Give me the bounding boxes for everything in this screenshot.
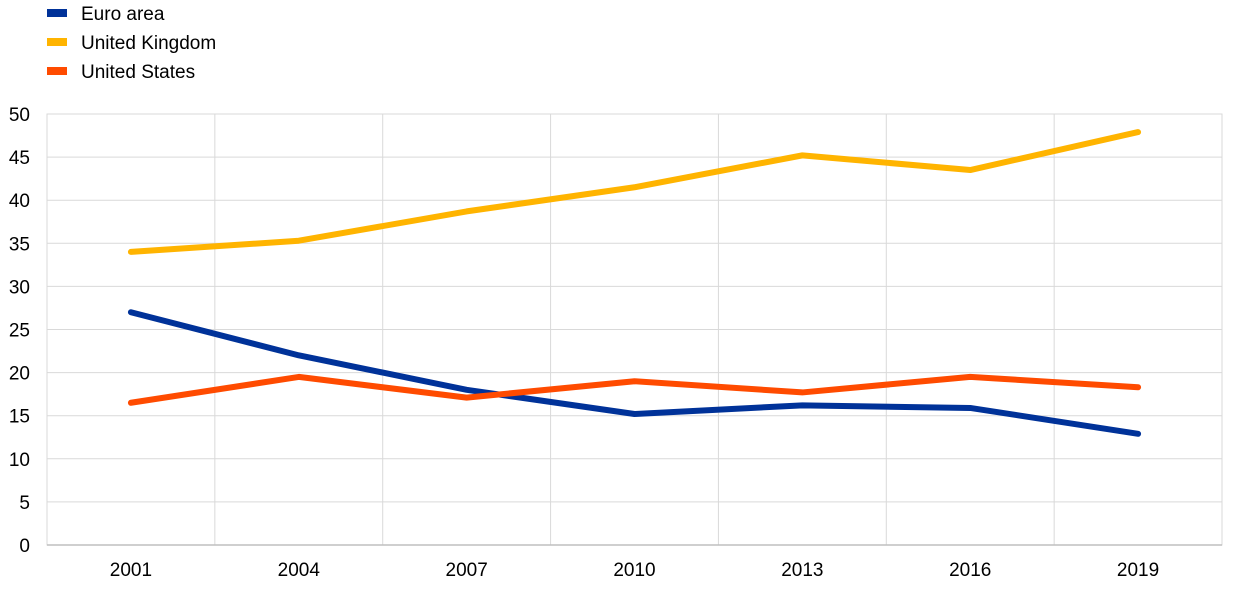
legend: Euro area United Kingdom United States: [47, 4, 216, 83]
grid: [46, 113, 1223, 546]
x-tick-label: 2019: [1117, 560, 1159, 581]
y-tick-label: 5: [19, 493, 30, 514]
y-tick-label: 35: [9, 234, 30, 255]
series-line-euro-area: [127, 309, 1142, 437]
x-tick-label: 2016: [949, 560, 991, 581]
y-tick-label: 50: [9, 105, 30, 126]
x-tick-label: 2004: [278, 560, 321, 581]
legend-label: United States: [81, 62, 195, 83]
x-axis: 2001 2004 2007 2010 2013 2016 2019: [110, 560, 1159, 581]
series-line-united-states: [127, 373, 1142, 406]
legend-swatch: [47, 9, 67, 17]
y-tick-label: 25: [9, 321, 30, 342]
y-tick-label: 40: [9, 191, 30, 212]
legend-label: Euro area: [81, 4, 165, 25]
y-tick-label: 20: [9, 364, 30, 385]
series-line-united-kingdom: [127, 129, 1142, 255]
x-tick-label: 2013: [781, 560, 823, 581]
x-tick-label: 2007: [446, 560, 488, 581]
series-lines: [127, 129, 1142, 437]
y-tick-label: 0: [19, 536, 30, 557]
legend-swatch: [47, 67, 67, 75]
y-tick-label: 45: [9, 148, 30, 169]
x-tick-label: 2010: [613, 560, 655, 581]
legend-label: United Kingdom: [81, 33, 216, 54]
legend-swatch: [47, 38, 67, 46]
y-tick-label: 10: [9, 450, 30, 471]
y-axis: 0 5 10 15 20 25 30 35 40 45 50: [9, 105, 30, 557]
x-tick-label: 2001: [110, 560, 152, 581]
y-tick-label: 30: [9, 277, 30, 298]
y-tick-label: 15: [9, 407, 30, 428]
